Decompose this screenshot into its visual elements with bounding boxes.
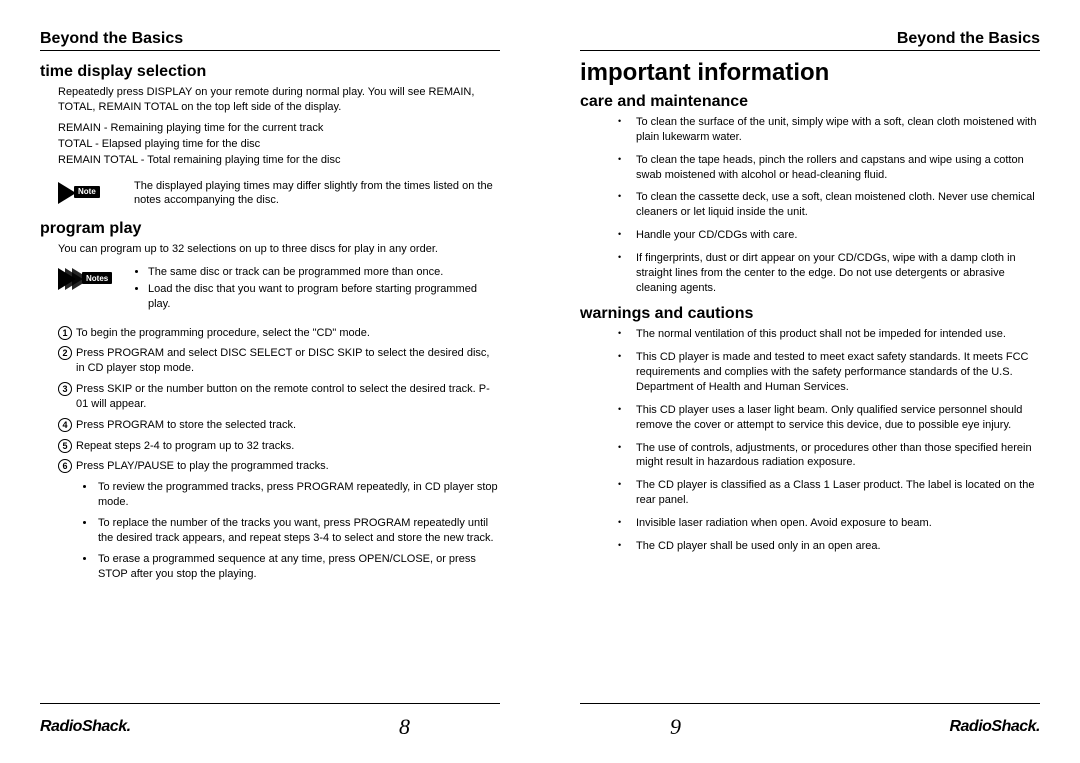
definitions: REMAIN - Remaining playing time for the …	[58, 121, 500, 169]
notes-bullet-2: Load the disc that you want to program b…	[148, 282, 500, 312]
care-list: To clean the surface of the unit, simply…	[624, 115, 1040, 295]
def-total: TOTAL - Elapsed playing time for the dis…	[58, 137, 500, 153]
content-left: time display selection Repeatedly press …	[40, 59, 500, 703]
step-3: Press SKIP or the number button on the r…	[58, 382, 500, 412]
program-sub-bullets: To review the programmed tracks, press P…	[96, 480, 500, 581]
notes-badge-icon: Notes	[58, 265, 122, 293]
notes-bullet-1: The same disc or track can be programmed…	[148, 265, 500, 280]
step-5: Repeat steps 2-4 to program up to 32 tra…	[58, 439, 500, 454]
sub-2: To replace the number of the tracks you …	[96, 516, 500, 546]
note-label: Note	[74, 186, 100, 198]
brand-right: RadioShack.	[949, 718, 1040, 736]
care-2: To clean the tape heads, pinch the rolle…	[624, 153, 1040, 183]
step-1: To begin the programming procedure, sele…	[58, 326, 500, 341]
notes-multi: Notes The same disc or track can be prog…	[58, 265, 500, 314]
footer-right: RadioShack. 9	[580, 703, 1040, 743]
header-right: Beyond the Basics	[580, 30, 1040, 51]
important-info-title: important information	[580, 59, 1040, 87]
step-4: Press PROGRAM to store the selected trac…	[58, 418, 500, 433]
program-play-intro: You can program up to 32 selections on u…	[58, 242, 500, 257]
warn-6: Invisible laser radiation when open. Avo…	[624, 516, 1040, 531]
warn-2: This CD player is made and tested to mee…	[624, 350, 1040, 395]
note-badge-icon: Note	[58, 179, 122, 207]
def-remain-total: REMAIN TOTAL - Total remaining playing t…	[58, 153, 500, 169]
note-single: Note The displayed playing times may dif…	[58, 179, 500, 209]
content-right: important information care and maintenan…	[580, 59, 1040, 703]
warn-7: The CD player shall be used only in an o…	[624, 539, 1040, 554]
note-text: The displayed playing times may differ s…	[122, 179, 500, 209]
warnings-list: The normal ventilation of this product s…	[624, 327, 1040, 553]
care-title: care and maintenance	[580, 93, 1040, 111]
program-steps: To begin the programming procedure, sele…	[58, 326, 500, 475]
care-1: To clean the surface of the unit, simply…	[624, 115, 1040, 145]
warn-3: This CD player uses a laser light beam. …	[624, 403, 1040, 433]
page-right: Beyond the Basics important information …	[540, 0, 1080, 763]
warn-4: The use of controls, adjustments, or pro…	[624, 441, 1040, 471]
sub-1: To review the programmed tracks, press P…	[96, 480, 500, 510]
def-remain: REMAIN - Remaining playing time for the …	[58, 121, 500, 137]
care-3: To clean the cassette deck, use a soft, …	[624, 190, 1040, 220]
notes-label: Notes	[82, 272, 112, 284]
brand-left: RadioShack.	[40, 718, 131, 736]
section-program-play-title: program play	[40, 220, 500, 238]
notes-text: The same disc or track can be programmed…	[122, 265, 500, 314]
page-number-right: 9	[670, 714, 681, 740]
page-number-left: 8	[399, 714, 410, 740]
footer-left: RadioShack. 8	[40, 703, 500, 743]
care-4: Handle your CD/CDGs with care.	[624, 228, 1040, 243]
page-left: Beyond the Basics time display selection…	[0, 0, 540, 763]
sub-3: To erase a programmed sequence at any ti…	[96, 552, 500, 582]
care-5: If fingerprints, dust or dirt appear on …	[624, 251, 1040, 296]
warnings-title: warnings and cautions	[580, 305, 1040, 323]
header-left: Beyond the Basics	[40, 30, 500, 51]
section-time-display-title: time display selection	[40, 63, 500, 81]
time-display-intro: Repeatedly press DISPLAY on your remote …	[58, 85, 500, 115]
warn-1: The normal ventilation of this product s…	[624, 327, 1040, 342]
warn-5: The CD player is classified as a Class 1…	[624, 478, 1040, 508]
step-2: Press PROGRAM and select DISC SELECT or …	[58, 346, 500, 376]
step-6: Press PLAY/PAUSE to play the programmed …	[58, 459, 500, 474]
